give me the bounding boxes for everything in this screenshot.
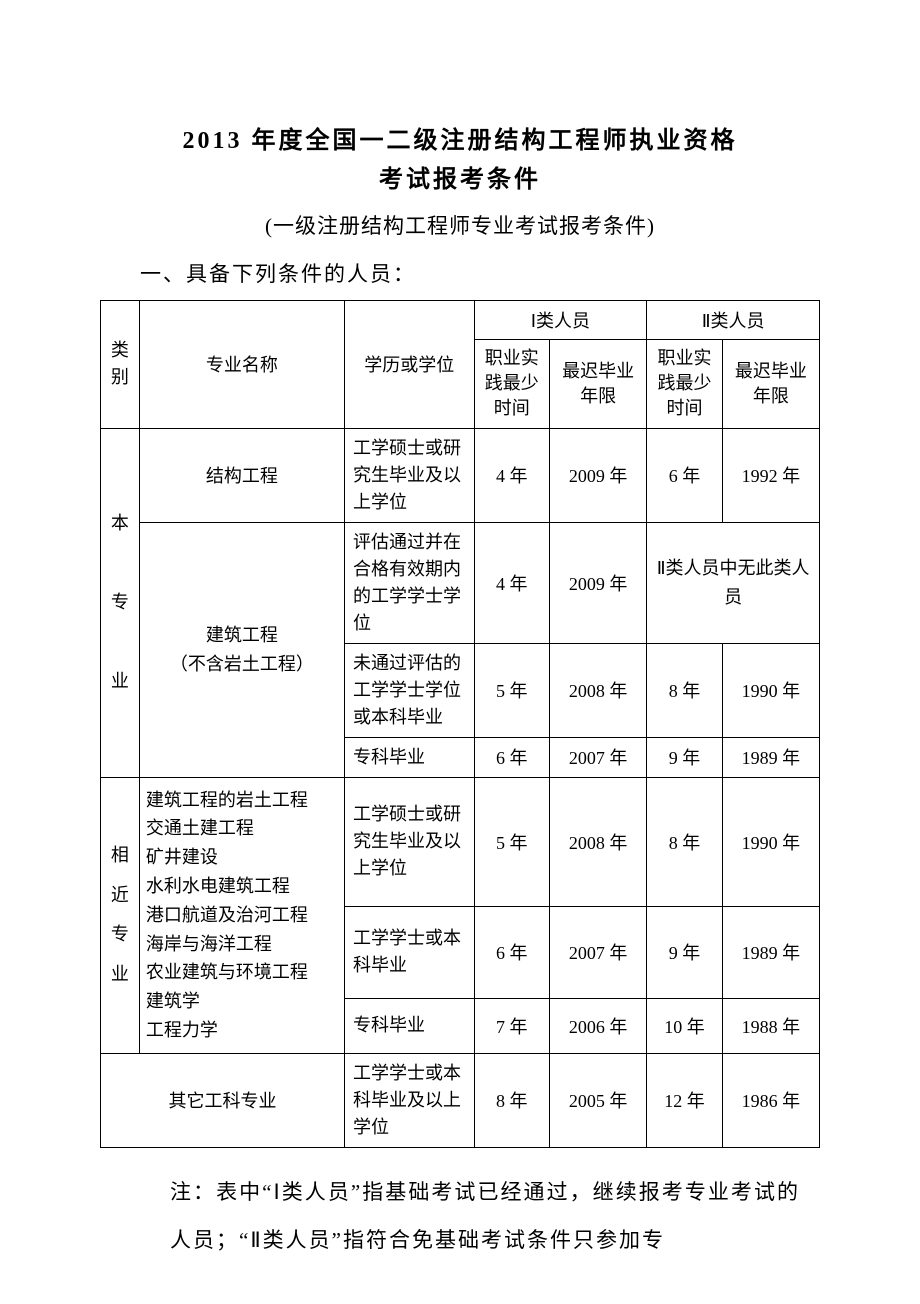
practice-cell: 6 年 [474,737,550,777]
main-title-line2: 考试报考条件 [100,159,820,194]
degree-cell: 专科毕业 [344,737,474,777]
year-cell: 1989 年 [722,906,819,998]
practice-cell: 12 年 [647,1053,723,1147]
degree-cell: 工学学士或本科毕业及以上学位 [344,1053,474,1147]
year-cell: 2006 年 [550,998,647,1053]
year-cell: 2007 年 [550,737,647,777]
category-2: 相近专业 [101,777,140,1053]
table-row: 相近专业 建筑工程的岩土工程交通土建工程矿井建设水利水电建筑工程港口航道及治河工… [101,777,820,906]
practice-cell: 7 年 [474,998,550,1053]
year-cell: 2008 年 [550,777,647,906]
major-cell: 建筑工程的岩土工程交通土建工程矿井建设水利水电建筑工程港口航道及治河工程海岸与海… [139,777,344,1053]
degree-cell: 工学学士或本科毕业 [344,906,474,998]
section-header: 一、具备下列条件的人员： [100,258,820,288]
col-grad-2: 最迟毕业年限 [722,340,819,429]
table-row: 其它工科专业 工学学士或本科毕业及以上学位 8 年 2005 年 12 年 19… [101,1053,820,1147]
main-title-line1: 2013 年度全国一二级注册结构工程师执业资格 [100,120,820,155]
col-practice-2: 职业实践最少时间 [647,340,723,429]
merged-cell: Ⅱ类人员中无此类人员 [647,522,820,643]
practice-cell: 9 年 [647,737,723,777]
practice-cell: 8 年 [647,777,723,906]
col-major: 专业名称 [139,301,344,429]
col-degree: 学历或学位 [344,301,474,429]
degree-cell: 评估通过并在合格有效期内的工学学士学位 [344,522,474,643]
header-row-1: 类别 专业名称 学历或学位 Ⅰ类人员 Ⅱ类人员 [101,301,820,340]
col-grad-1: 最迟毕业年限 [550,340,647,429]
col-class2: Ⅱ类人员 [647,301,820,340]
year-cell: 1990 年 [722,643,819,737]
year-cell: 2008 年 [550,643,647,737]
year-cell: 2005 年 [550,1053,647,1147]
year-cell: 1989 年 [722,737,819,777]
year-cell: 1986 年 [722,1053,819,1147]
col-category: 类别 [101,301,140,429]
year-cell: 1990 年 [722,777,819,906]
practice-cell: 6 年 [474,906,550,998]
practice-cell: 5 年 [474,643,550,737]
practice-cell: 4 年 [474,522,550,643]
year-cell: 2009 年 [550,522,647,643]
table-row: 建筑工程（不含岩土工程） 评估通过并在合格有效期内的工学学士学位 4 年 200… [101,522,820,643]
practice-cell: 6 年 [647,428,723,522]
practice-cell: 8 年 [474,1053,550,1147]
degree-cell: 专科毕业 [344,998,474,1053]
major-cell: 其它工科专业 [101,1053,345,1147]
year-cell: 1988 年 [722,998,819,1053]
footnote: 注：表中“Ⅰ类人员”指基础考试已经通过，继续报考专业考试的人员；“Ⅱ类人员”指符… [100,1168,820,1265]
practice-cell: 5 年 [474,777,550,906]
year-cell: 2007 年 [550,906,647,998]
degree-cell: 工学硕士或研究生毕业及以上学位 [344,428,474,522]
practice-cell: 8 年 [647,643,723,737]
col-practice-1: 职业实践最少时间 [474,340,550,429]
degree-cell: 未通过评估的工学学士学位或本科毕业 [344,643,474,737]
col-class1: Ⅰ类人员 [474,301,647,340]
table-row: 本 专 业 结构工程 工学硕士或研究生毕业及以上学位 4 年 2009 年 6 … [101,428,820,522]
major-cell: 建筑工程（不含岩土工程） [139,522,344,777]
requirements-table: 类别 专业名称 学历或学位 Ⅰ类人员 Ⅱ类人员 职业实践最少时间 最迟毕业年限 … [100,300,820,1148]
practice-cell: 10 年 [647,998,723,1053]
year-cell: 2009 年 [550,428,647,522]
practice-cell: 9 年 [647,906,723,998]
degree-cell: 工学硕士或研究生毕业及以上学位 [344,777,474,906]
practice-cell: 4 年 [474,428,550,522]
year-cell: 1992 年 [722,428,819,522]
major-cell: 结构工程 [139,428,344,522]
category-1: 本 专 业 [101,428,140,777]
subtitle: (一级注册结构工程师专业考试报考条件) [100,210,820,240]
